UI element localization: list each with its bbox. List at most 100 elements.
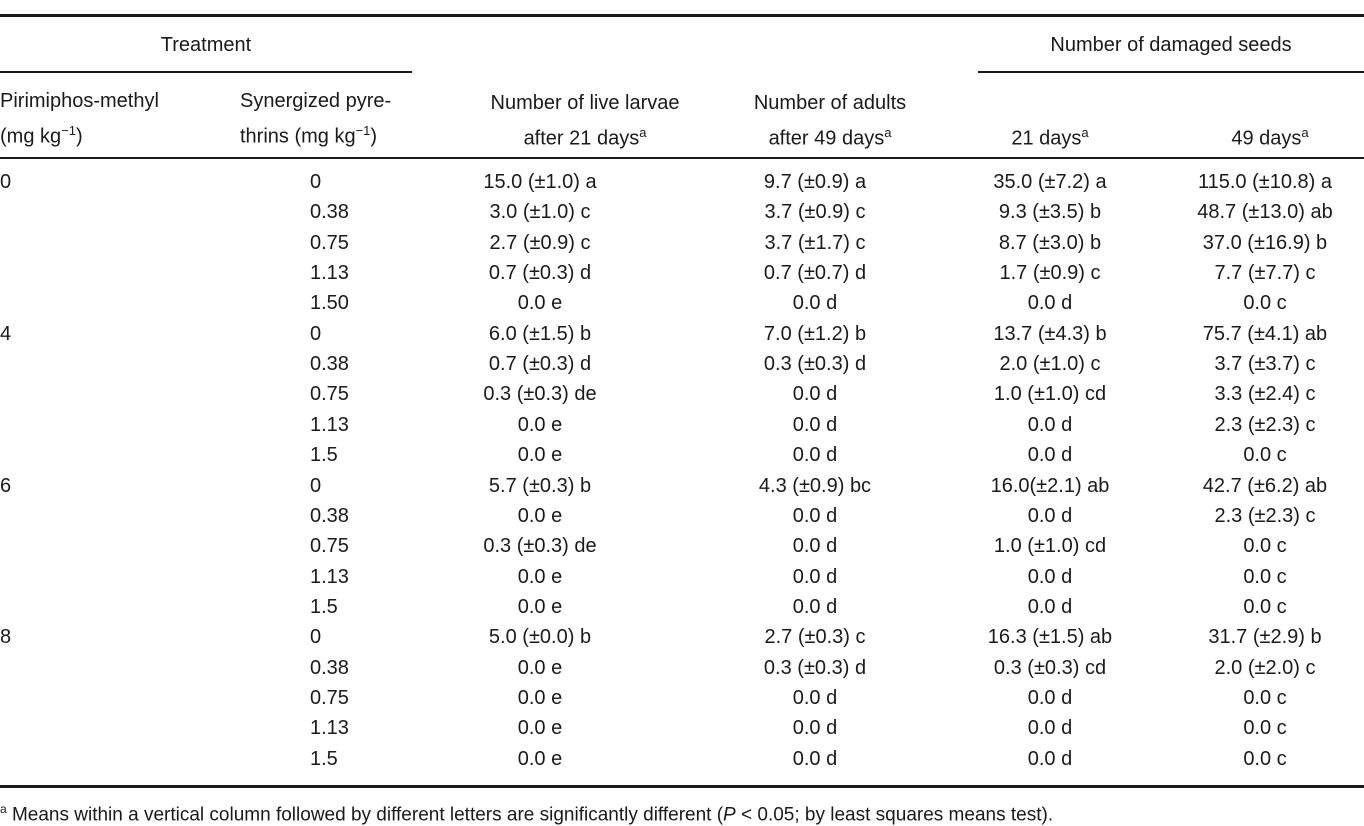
cell-synergized-pyrethrins: 1.13 xyxy=(310,262,349,285)
cell-synergized-pyrethrins: 0.75 xyxy=(310,535,349,558)
cell-damaged-21-days: 0.0 d xyxy=(1027,717,1073,740)
cell-damaged-49-days: 0.0 c xyxy=(1243,747,1287,770)
table-top-rule xyxy=(0,14,1364,17)
table-row: 0.38 0.0 e 0.0 d 0.0 d 2.3 (±2.3) c xyxy=(0,501,1364,531)
cell-live-larvae: 0.0 e xyxy=(517,413,563,436)
cell-damaged-21-days: 9.3 (±3.5) b xyxy=(998,201,1102,224)
cell-synergized-pyrethrins: 0.38 xyxy=(310,201,349,224)
cell-damaged-21-days: 16.3 (±1.5) ab xyxy=(987,626,1113,649)
header-treatment-label: Treatment xyxy=(160,34,252,56)
cell-damaged-21-days: 1.0 (±1.0) cd xyxy=(993,535,1107,558)
header-sp-close: ) xyxy=(370,125,378,148)
cell-synergized-pyrethrins: 0 xyxy=(310,474,322,497)
cell-damaged-21-days: 0.0 d xyxy=(1027,292,1073,315)
header-larvae-line1: Number of live larvae xyxy=(490,92,680,114)
cell-adults: 0.0 d xyxy=(792,292,838,315)
cell-live-larvae: 0.0 e xyxy=(517,717,563,740)
cell-adults: 3.7 (±1.7) c xyxy=(764,231,866,254)
header-pm-line1: Pirimiphos-methyl xyxy=(0,90,159,112)
cell-synergized-pyrethrins: 0 xyxy=(310,171,322,193)
table-row: 1.13 0.0 e 0.0 d 0.0 d 0.0 c xyxy=(0,562,1364,592)
table-row: 1.50 0.0 e 0.0 d 0.0 d 0.0 c xyxy=(0,288,1364,318)
cell-damaged-49-days: 2.3 (±2.3) c xyxy=(1214,504,1316,527)
header-21-days: 21 daysa xyxy=(960,118,1140,154)
table-row: 1.5 0.0 e 0.0 d 0.0 d 0.0 c xyxy=(0,592,1364,622)
header-adults-line1: Number of adults xyxy=(753,92,907,114)
cell-live-larvae: 0.0 e xyxy=(517,504,563,527)
cell-damaged-49-days: 48.7 (±13.0) ab xyxy=(1197,201,1333,224)
header-sp-exponent: −1 xyxy=(355,123,371,138)
cell-synergized-pyrethrins: 0.38 xyxy=(310,504,349,527)
header-pm-line2: (mg kg−1) xyxy=(0,116,159,152)
cell-damaged-21-days: 0.0 d xyxy=(1027,747,1073,770)
header-adults-line2: after 49 daysa xyxy=(700,118,960,154)
cell-adults: 0.0 d xyxy=(792,413,838,436)
header-adults-footmark: a xyxy=(884,125,892,140)
footnote-mark: a xyxy=(0,802,7,816)
cell-damaged-49-days: 2.3 (±2.3) c xyxy=(1214,413,1316,436)
cell-damaged-21-days: 0.0 d xyxy=(1027,686,1073,709)
table-row: 1.5 0.0 e 0.0 d 0.0 d 0.0 c xyxy=(0,440,1364,470)
cell-adults: 0.0 d xyxy=(792,717,838,740)
cell-damaged-21-days: 0.3 (±0.3) cd xyxy=(993,656,1107,679)
table-row: 1.13 0.7 (±0.3) d 0.7 (±0.7) d 1.7 (±0.9) c… xyxy=(0,258,1364,288)
table-row: 4 0 6.0 (±1.5) b 7.0 (±1.2) b 13.7 (±4.3) b 7… xyxy=(0,319,1364,349)
cell-synergized-pyrethrins: 1.5 xyxy=(310,444,338,467)
cell-live-larvae: 0.0 e xyxy=(517,656,563,679)
cell-live-larvae: 0.7 (±0.3) d xyxy=(488,262,592,285)
cell-damaged-21-days: 0.0 d xyxy=(1027,595,1073,618)
table-row: 0 0 15.0 (±1.0) a 9.7 (±0.9) a 35.0 (±7.2) a… xyxy=(0,167,1364,197)
cell-damaged-49-days: 75.7 (±4.1) ab xyxy=(1202,322,1328,345)
header-treatment: Treatment xyxy=(0,30,412,60)
cell-synergized-pyrethrins: 1.13 xyxy=(310,413,349,436)
cell-damaged-49-days: 3.3 (±2.4) c xyxy=(1214,383,1316,406)
cell-live-larvae: 15.0 (±1.0) a xyxy=(483,171,597,193)
cell-damaged-21-days: 0.0 d xyxy=(1027,413,1073,436)
cell-damaged-49-days: 0.0 c xyxy=(1243,565,1287,588)
cell-live-larvae: 0.0 e xyxy=(517,747,563,770)
cell-live-larvae: 6.0 (±1.5) b xyxy=(488,322,592,345)
cell-damaged-49-days: 3.7 (±3.7) c xyxy=(1214,353,1316,376)
cell-pirimiphos-methyl: 0 xyxy=(0,171,12,193)
header-live-larvae: Number of live larvae after 21 daysa xyxy=(440,88,730,154)
cell-pirimiphos-methyl: 8 xyxy=(0,626,12,649)
header-pm-unit: (mg kg xyxy=(0,125,62,148)
cell-damaged-49-days: 42.7 (±6.2) ab xyxy=(1202,474,1328,497)
footnote: a Means within a vertical column followe… xyxy=(0,798,1053,826)
cell-synergized-pyrethrins: 0.75 xyxy=(310,383,349,406)
header-larvae-footmark: a xyxy=(639,125,647,140)
table-row: 0.75 0.3 (±0.3) de 0.0 d 1.0 (±1.0) cd 0.0 c xyxy=(0,531,1364,561)
cell-live-larvae: 2.7 (±0.9) c xyxy=(489,231,591,254)
cell-adults: 0.0 d xyxy=(792,444,838,467)
header-damaged-seeds: Number of damaged seeds xyxy=(978,30,1364,60)
cell-synergized-pyrethrins: 1.13 xyxy=(310,717,349,740)
cell-damaged-49-days: 0.0 c xyxy=(1243,686,1287,709)
cell-live-larvae: 0.7 (±0.3) d xyxy=(488,353,592,376)
cell-damaged-21-days: 2.0 (±1.0) c xyxy=(999,353,1101,376)
cell-live-larvae: 3.0 (±1.0) c xyxy=(489,201,591,224)
cell-adults: 0.0 d xyxy=(792,595,838,618)
cell-live-larvae: 5.0 (±0.0) b xyxy=(488,626,592,649)
cell-adults: 3.7 (±0.9) c xyxy=(764,201,866,224)
cell-pirimiphos-methyl: 6 xyxy=(0,474,12,497)
cell-damaged-21-days: 0.0 d xyxy=(1027,565,1073,588)
table-row: 1.13 0.0 e 0.0 d 0.0 d 2.3 (±2.3) c xyxy=(0,410,1364,440)
header-49-days-footmark: a xyxy=(1301,125,1309,140)
cell-live-larvae: 0.0 e xyxy=(517,565,563,588)
cell-synergized-pyrethrins: 0.75 xyxy=(310,231,349,254)
cell-adults: 7.0 (±1.2) b xyxy=(763,322,867,345)
cell-damaged-49-days: 0.0 c xyxy=(1243,595,1287,618)
cell-adults: 0.0 d xyxy=(792,383,838,406)
header-damaged-seeds-label: Number of damaged seeds xyxy=(1050,34,1292,56)
footnote-text-1: Means within a vertical column followed … xyxy=(6,804,724,826)
cell-damaged-21-days: 1.0 (±1.0) cd xyxy=(993,383,1107,406)
cell-adults: 0.3 (±0.3) d xyxy=(763,656,867,679)
cell-damaged-49-days: 0.0 c xyxy=(1243,717,1287,740)
cell-adults: 9.7 (±0.9) a xyxy=(763,171,867,193)
cell-damaged-49-days: 2.0 (±2.0) c xyxy=(1214,656,1316,679)
cell-live-larvae: 0.0 e xyxy=(517,595,563,618)
cell-damaged-49-days: 0.0 c xyxy=(1243,535,1287,558)
table-row: 8 0 5.0 (±0.0) b 2.7 (±0.3) c 16.3 (±1.5) ab… xyxy=(0,622,1364,652)
header-sp-unit: thrins (mg kg xyxy=(240,125,356,148)
footnote-text-2: < 0.05; by least squares means test). xyxy=(735,804,1054,826)
